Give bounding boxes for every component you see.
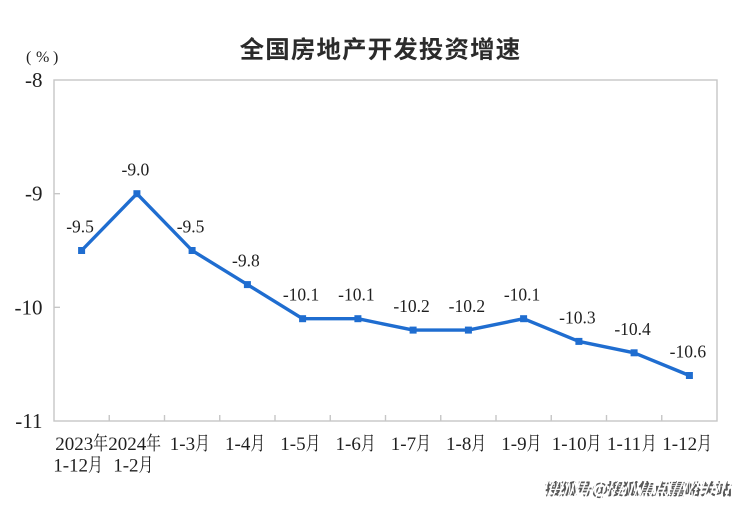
svg-text:1-12: 1-12 xyxy=(662,434,697,455)
svg-text:1-2: 1-2 xyxy=(113,456,138,477)
svg-text:-10.1: -10.1 xyxy=(283,285,319,305)
svg-text:1-12: 1-12 xyxy=(53,456,88,477)
svg-text:-9.8: -9.8 xyxy=(232,251,260,271)
svg-text:-10.3: -10.3 xyxy=(559,307,596,327)
svg-text:1-7: 1-7 xyxy=(391,434,416,455)
svg-text:-11: -11 xyxy=(15,409,42,433)
svg-text:2023: 2023 xyxy=(55,434,93,455)
svg-text:-9.0: -9.0 xyxy=(122,160,150,180)
svg-text:1-8: 1-8 xyxy=(446,434,471,455)
svg-text:2024: 2024 xyxy=(108,434,147,455)
svg-text:1-9: 1-9 xyxy=(501,434,526,455)
svg-text:1-11: 1-11 xyxy=(607,434,641,455)
svg-text:-10.6: -10.6 xyxy=(670,342,707,362)
svg-text:1-3: 1-3 xyxy=(170,434,195,455)
svg-text:1-6: 1-6 xyxy=(336,434,361,455)
svg-text:-9.5: -9.5 xyxy=(66,217,94,237)
svg-text:1-10: 1-10 xyxy=(552,434,587,455)
svg-text:-10.1: -10.1 xyxy=(504,285,540,305)
svg-text:-9: -9 xyxy=(25,182,43,206)
svg-text:-10.4: -10.4 xyxy=(614,319,651,339)
svg-text:%: % xyxy=(36,49,49,66)
svg-text:-10.1: -10.1 xyxy=(338,285,374,305)
svg-text:-10: -10 xyxy=(15,295,43,319)
svg-text:-8: -8 xyxy=(25,68,43,92)
svg-text:): ) xyxy=(53,49,58,66)
svg-text:1-4: 1-4 xyxy=(225,434,251,455)
svg-text:-10.2: -10.2 xyxy=(449,296,485,316)
svg-text:-9.5: -9.5 xyxy=(177,217,205,237)
svg-text:-10.2: -10.2 xyxy=(393,296,429,316)
svg-text:1-5: 1-5 xyxy=(280,434,305,455)
svg-text:(: ( xyxy=(26,49,31,66)
